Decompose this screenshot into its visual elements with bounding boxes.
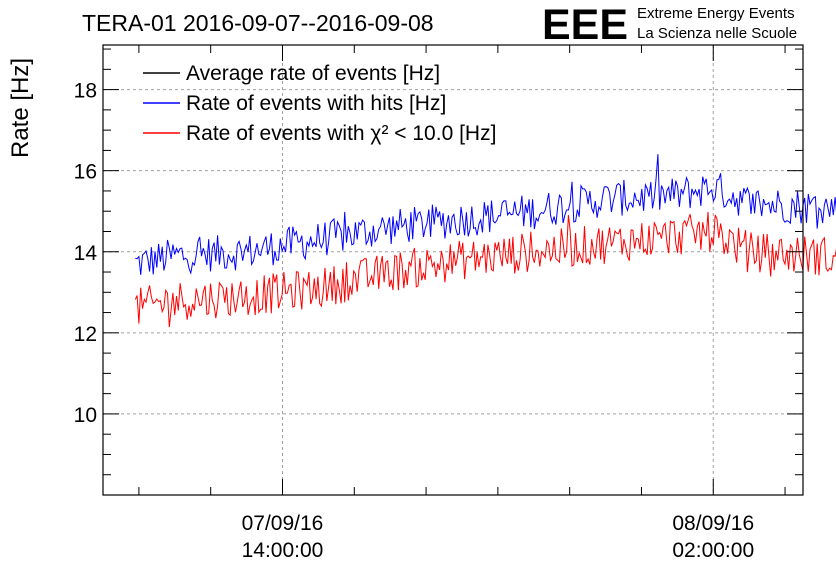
axis-layer: 10 12 14 16 18 07/09/16 14:00:00 08/09/16 02:00:… [74,44,804,562]
y-tick-label: 12 [74,323,97,346]
chart-title: TERA-01 2016-09-07--2016-09-08 [82,10,434,36]
legend-label-average: Average rate of events [Hz] [186,62,440,85]
series-layer [134,154,836,328]
series-line-2 [134,211,836,328]
x-tick-label-time: 02:00:00 [672,539,754,562]
series-line-1 [135,154,836,275]
logo-letters: EEE [542,1,628,49]
logo-line1: Extreme Energy Events [637,5,795,22]
legend: Average rate of events [Hz] Rate of even… [143,62,496,145]
y-axis-label: Rate [Hz] [7,58,34,158]
x-tick-label-date: 07/09/16 [242,512,324,535]
y-tick-label: 16 [74,161,97,184]
y-tick-label: 18 [74,80,97,103]
legend-entry-average: Average rate of events [Hz] [143,62,440,85]
legend-label-hits: Rate of events with hits [Hz] [186,92,446,115]
legend-entry-chi2: Rate of events with χ² < 10.0 [Hz] [143,122,496,145]
legend-entry-hits: Rate of events with hits [Hz] [143,92,446,115]
plot-frame [102,44,804,496]
legend-label-chi2: Rate of events with χ² < 10.0 [Hz] [186,122,496,145]
y-tick-label: 14 [74,242,98,265]
x-tick-label-time: 14:00:00 [242,539,324,562]
x-tick-label-date: 08/09/16 [672,512,754,535]
y-tick-label: 10 [74,404,97,427]
eee-logo: EEE Extreme Energy Events La Scienza nel… [542,1,797,49]
logo-line2: La Scienza nelle Scuole [637,25,797,42]
grid-layer [103,45,803,495]
